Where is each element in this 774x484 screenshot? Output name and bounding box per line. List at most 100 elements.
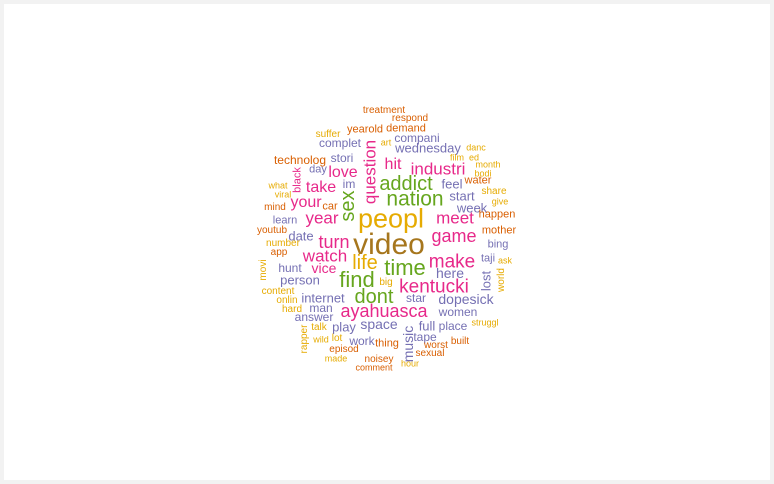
cloud-word: hour bbox=[400, 358, 420, 369]
cloud-word: comment bbox=[355, 362, 393, 373]
cloud-word: date bbox=[288, 228, 314, 244]
cloud-word: ed bbox=[468, 152, 480, 163]
cloud-word: worst bbox=[424, 340, 448, 351]
cloud-word: women bbox=[438, 305, 478, 319]
cloud-word: car bbox=[322, 200, 338, 213]
cloud-word: vice bbox=[311, 260, 337, 276]
cloud-word: happen bbox=[478, 208, 516, 221]
cloud-word: give bbox=[491, 196, 509, 207]
cloud-word: sex bbox=[337, 190, 359, 222]
cloud-word: answer bbox=[294, 310, 334, 324]
cloud-word: lot bbox=[331, 333, 343, 344]
cloud-word: youtub bbox=[256, 225, 288, 236]
cloud-word: music bbox=[400, 325, 416, 363]
word-cloud-panel bbox=[4, 4, 770, 480]
cloud-word: made bbox=[324, 353, 348, 364]
cloud-word: im bbox=[342, 177, 356, 191]
cloud-word: work bbox=[349, 334, 375, 348]
cloud-word: treatment bbox=[362, 105, 406, 116]
cloud-word: respond bbox=[391, 113, 429, 124]
cloud-word: game bbox=[431, 226, 477, 246]
cloud-word: number bbox=[266, 238, 300, 249]
cloud-word: world bbox=[496, 268, 507, 292]
cloud-word: make bbox=[428, 251, 476, 273]
cloud-word: nation bbox=[386, 187, 444, 211]
cloud-word: onlin bbox=[276, 295, 298, 306]
cloud-word: noisey bbox=[364, 354, 394, 365]
cloud-word: film bbox=[450, 152, 464, 163]
cloud-word: addict bbox=[379, 173, 433, 195]
cloud-word: man bbox=[309, 301, 333, 315]
cloud-word: taji bbox=[480, 252, 496, 265]
cloud-word: viral bbox=[274, 189, 292, 200]
cloud-word: share bbox=[481, 186, 507, 197]
cloud-word: start bbox=[449, 188, 475, 204]
cloud-word: learn bbox=[272, 214, 298, 227]
cloud-word: thing bbox=[375, 337, 399, 350]
cloud-word: feel bbox=[441, 176, 463, 192]
cloud-word: day bbox=[309, 163, 327, 176]
cloud-word: sexual bbox=[415, 348, 445, 359]
cloud-word: life bbox=[352, 252, 378, 274]
cloud-word: danc bbox=[466, 142, 486, 153]
cloud-word: week bbox=[456, 200, 488, 216]
cloud-word: big bbox=[379, 277, 393, 288]
cloud-word: mother bbox=[481, 224, 517, 237]
cloud-word: tape bbox=[413, 330, 437, 344]
cloud-word: bodi bbox=[474, 168, 492, 179]
cloud-word: year bbox=[305, 208, 339, 228]
cloud-word: internet bbox=[301, 290, 345, 306]
cloud-word: content bbox=[261, 286, 295, 297]
cloud-word: yearold bbox=[346, 123, 384, 136]
cloud-word: person bbox=[280, 272, 320, 288]
cloud-word: art bbox=[380, 137, 392, 148]
cloud-word: video bbox=[353, 228, 425, 261]
cloud-word: your bbox=[290, 194, 322, 211]
cloud-word: turn bbox=[318, 232, 350, 252]
cloud-word: star bbox=[405, 291, 427, 305]
cloud-word: wild bbox=[313, 334, 329, 345]
cloud-word: suffer bbox=[315, 129, 341, 140]
cloud-word: mind bbox=[264, 202, 286, 213]
cloud-word: wednesday bbox=[395, 140, 461, 156]
cloud-word: peopl bbox=[357, 203, 425, 234]
cloud-word: app bbox=[270, 247, 288, 258]
cloud-word: place bbox=[438, 319, 468, 333]
cloud-word: take bbox=[305, 179, 337, 196]
cloud-word: meet bbox=[436, 208, 474, 228]
cloud-word: built bbox=[450, 336, 470, 347]
cloud-word: hunt bbox=[278, 261, 302, 275]
cloud-word: dopesick bbox=[438, 291, 494, 307]
cloud-word: talk bbox=[311, 322, 327, 333]
cloud-word: industri bbox=[410, 159, 466, 179]
cloud-word: lost bbox=[478, 270, 494, 292]
cloud-word: episod bbox=[329, 344, 359, 355]
cloud-word: ayahuasca bbox=[340, 301, 428, 321]
cloud-word: stori bbox=[330, 151, 354, 165]
cloud-word: here bbox=[435, 265, 465, 281]
cloud-word: full bbox=[418, 318, 436, 334]
cloud-word: what bbox=[268, 180, 288, 191]
cloud-word: hit bbox=[384, 156, 402, 173]
cloud-word: question bbox=[360, 139, 380, 205]
cloud-word: love bbox=[328, 164, 358, 181]
cloud-word: dont bbox=[354, 286, 394, 308]
cloud-word: black bbox=[291, 167, 304, 193]
cloud-word: compani bbox=[394, 131, 440, 145]
cloud-word: play bbox=[332, 319, 356, 335]
cloud-word: rapper bbox=[299, 324, 310, 354]
cloud-word: space bbox=[360, 316, 398, 332]
cloud-word: bing bbox=[487, 238, 509, 251]
cloud-word: hard bbox=[281, 304, 303, 315]
cloud-word: ask bbox=[497, 255, 513, 266]
cloud-word: kentucki bbox=[399, 276, 469, 298]
cloud-word: time bbox=[384, 255, 426, 280]
cloud-word: technolog bbox=[273, 153, 327, 167]
cloud-word: find bbox=[339, 267, 375, 292]
cloud-word: water bbox=[464, 174, 492, 187]
cloud-word: watch bbox=[302, 246, 348, 266]
cloud-word: demand bbox=[386, 122, 426, 135]
cloud-word: month bbox=[475, 159, 501, 170]
cloud-word: struggl bbox=[471, 317, 499, 328]
cloud-word: movi bbox=[258, 259, 269, 281]
